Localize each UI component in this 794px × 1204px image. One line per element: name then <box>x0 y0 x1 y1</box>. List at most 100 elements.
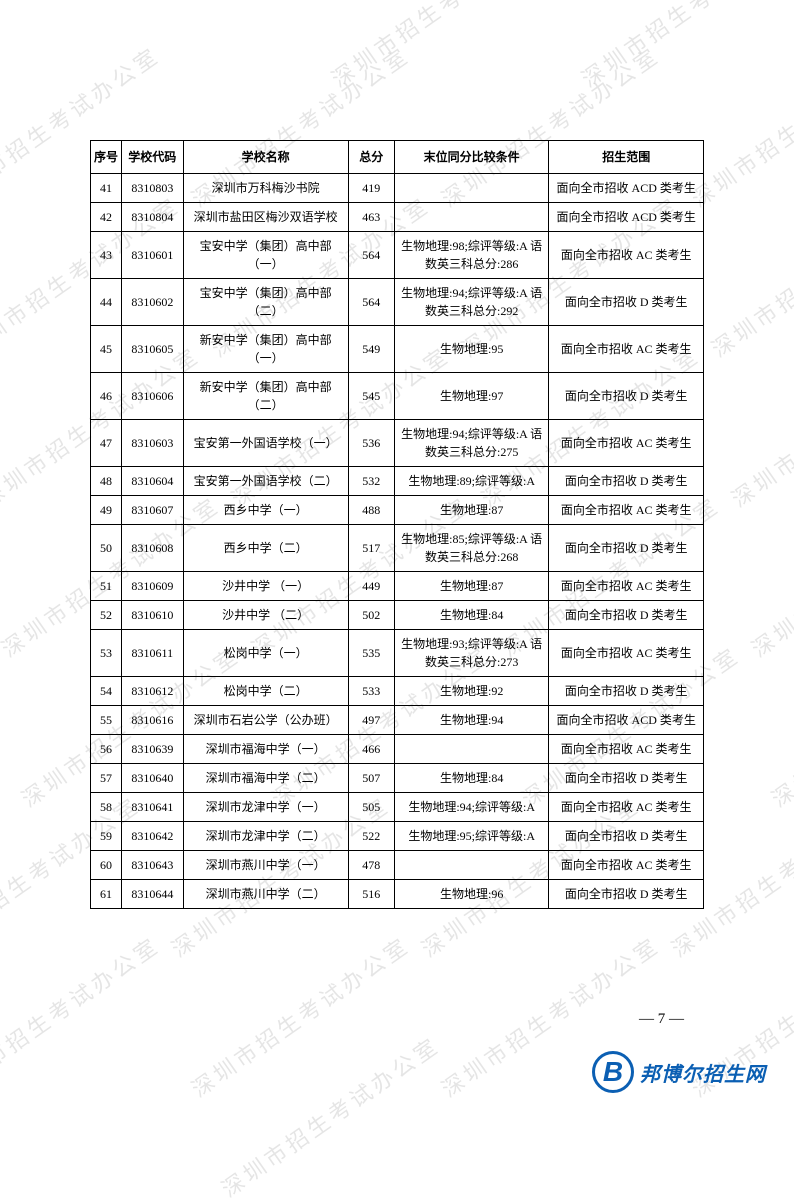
col-range-header: 招生范围 <box>549 141 704 174</box>
cell-score: 449 <box>348 572 394 601</box>
cell-score: 532 <box>348 467 394 496</box>
cell-range: 面向全市招收 AC 类考生 <box>549 630 704 677</box>
cell-score: 536 <box>348 420 394 467</box>
cell-score: 478 <box>348 851 394 880</box>
cell-range: 面向全市招收 AC 类考生 <box>549 572 704 601</box>
table-row: 588310641深圳市龙津中学（一）505生物地理:94;综评等级:A面向全市… <box>91 793 704 822</box>
cell-score: 497 <box>348 706 394 735</box>
cell-score: 466 <box>348 735 394 764</box>
table-row: 498310607西乡中学（一）488生物地理:87面向全市招收 AC 类考生 <box>91 496 704 525</box>
table-row: 458310605新安中学（集团）高中部（一）549生物地理:95面向全市招收 … <box>91 326 704 373</box>
table-row: 418310803深圳市万科梅沙书院419面向全市招收 ACD 类考生 <box>91 174 704 203</box>
col-code-header: 学校代码 <box>121 141 183 174</box>
cell-code: 8310642 <box>121 822 183 851</box>
cell-score: 564 <box>348 232 394 279</box>
table-row: 528310610沙井中学 （二）502生物地理:84面向全市招收 D 类考生 <box>91 601 704 630</box>
cell-name: 深圳市龙津中学（二） <box>183 822 348 851</box>
cell-name: 深圳市福海中学（二） <box>183 764 348 793</box>
col-score-header: 总分 <box>348 141 394 174</box>
cell-idx: 59 <box>91 822 122 851</box>
cell-cond: 生物地理:94;综评等级:A 语数英三科总分:292 <box>394 279 549 326</box>
cell-idx: 45 <box>91 326 122 373</box>
cell-score: 533 <box>348 677 394 706</box>
cell-score: 517 <box>348 525 394 572</box>
cell-code: 8310603 <box>121 420 183 467</box>
cell-code: 8310804 <box>121 203 183 232</box>
cell-idx: 43 <box>91 232 122 279</box>
cell-name: 深圳市燕川中学（一） <box>183 851 348 880</box>
cell-range: 面向全市招收 ACD 类考生 <box>549 706 704 735</box>
cell-score: 564 <box>348 279 394 326</box>
cell-range: 面向全市招收 D 类考生 <box>549 764 704 793</box>
cell-name: 宝安中学（集团）高中部（一） <box>183 232 348 279</box>
cell-range: 面向全市招收 ACD 类考生 <box>549 174 704 203</box>
table-row: 488310604宝安第一外国语学校（二）532生物地理:89;综评等级:A面向… <box>91 467 704 496</box>
cell-name: 沙井中学 （一） <box>183 572 348 601</box>
cell-code: 8310644 <box>121 880 183 909</box>
cell-code: 8310803 <box>121 174 183 203</box>
logo-badge-icon: B <box>592 1051 634 1093</box>
cell-range: 面向全市招收 D 类考生 <box>549 467 704 496</box>
cell-score: 507 <box>348 764 394 793</box>
cell-name: 松岗中学（一） <box>183 630 348 677</box>
cell-idx: 50 <box>91 525 122 572</box>
cell-name: 深圳市福海中学（一） <box>183 735 348 764</box>
logo-text: 邦博尔招生网 <box>640 1058 766 1087</box>
table-row: 428310804深圳市盐田区梅沙双语学校463面向全市招收 ACD 类考生 <box>91 203 704 232</box>
cell-idx: 52 <box>91 601 122 630</box>
table-row: 438310601宝安中学（集团）高中部（一）564生物地理:98;综评等级:A… <box>91 232 704 279</box>
cell-cond: 生物地理:84 <box>394 764 549 793</box>
cell-idx: 49 <box>91 496 122 525</box>
cell-cond: 生物地理:95 <box>394 326 549 373</box>
table-row: 518310609沙井中学 （一）449生物地理:87面向全市招收 AC 类考生 <box>91 572 704 601</box>
cell-cond: 生物地理:85;综评等级:A 语数英三科总分:268 <box>394 525 549 572</box>
cell-idx: 42 <box>91 203 122 232</box>
col-index-header: 序号 <box>91 141 122 174</box>
cell-name: 新安中学（集团）高中部（二） <box>183 373 348 420</box>
cell-idx: 46 <box>91 373 122 420</box>
cell-name: 深圳市石岩公学（公办班） <box>183 706 348 735</box>
cell-cond: 生物地理:84 <box>394 601 549 630</box>
cell-idx: 55 <box>91 706 122 735</box>
table-body: 418310803深圳市万科梅沙书院419面向全市招收 ACD 类考生42831… <box>91 174 704 909</box>
watermark-text: 深圳市招生考试办公室 <box>184 928 415 1103</box>
cell-name: 宝安第一外国语学校（一） <box>183 420 348 467</box>
cell-score: 505 <box>348 793 394 822</box>
watermark-text: 深圳市招生考试办公室 <box>214 1028 445 1203</box>
cell-code: 8310616 <box>121 706 183 735</box>
cell-name: 宝安中学（集团）高中部（二） <box>183 279 348 326</box>
cell-range: 面向全市招收 AC 类考生 <box>549 232 704 279</box>
cell-idx: 41 <box>91 174 122 203</box>
cell-cond: 生物地理:87 <box>394 572 549 601</box>
table-row: 548310612松岗中学（二）533生物地理:92面向全市招收 D 类考生 <box>91 677 704 706</box>
cell-range: 面向全市招收 AC 类考生 <box>549 793 704 822</box>
cell-code: 8310612 <box>121 677 183 706</box>
cell-code: 8310605 <box>121 326 183 373</box>
cell-idx: 60 <box>91 851 122 880</box>
cell-idx: 44 <box>91 279 122 326</box>
cell-code: 8310609 <box>121 572 183 601</box>
cell-code: 8310601 <box>121 232 183 279</box>
col-name-header: 学校名称 <box>183 141 348 174</box>
cell-code: 8310611 <box>121 630 183 677</box>
cell-score: 549 <box>348 326 394 373</box>
page-number: — 7 — <box>639 1011 684 1028</box>
cell-idx: 51 <box>91 572 122 601</box>
table-row: 478310603宝安第一外国语学校（一）536生物地理:94;综评等级:A 语… <box>91 420 704 467</box>
cell-cond: 生物地理:94;综评等级:A <box>394 793 549 822</box>
cell-code: 8310608 <box>121 525 183 572</box>
cell-range: 面向全市招收 D 类考生 <box>549 525 704 572</box>
cell-cond: 生物地理:97 <box>394 373 549 420</box>
cell-cond: 生物地理:89;综评等级:A <box>394 467 549 496</box>
cell-range: 面向全市招收 AC 类考生 <box>549 420 704 467</box>
cell-name: 深圳市龙津中学（一） <box>183 793 348 822</box>
cell-code: 8310606 <box>121 373 183 420</box>
table-row: 448310602宝安中学（集团）高中部（二）564生物地理:94;综评等级:A… <box>91 279 704 326</box>
cell-code: 8310643 <box>121 851 183 880</box>
table-row: 578310640深圳市福海中学（二）507生物地理:84面向全市招收 D 类考… <box>91 764 704 793</box>
cell-cond: 生物地理:94;综评等级:A 语数英三科总分:275 <box>394 420 549 467</box>
cell-idx: 58 <box>91 793 122 822</box>
cell-name: 深圳市燕川中学（二） <box>183 880 348 909</box>
cell-cond: 生物地理:96 <box>394 880 549 909</box>
cell-range: 面向全市招收 AC 类考生 <box>549 496 704 525</box>
